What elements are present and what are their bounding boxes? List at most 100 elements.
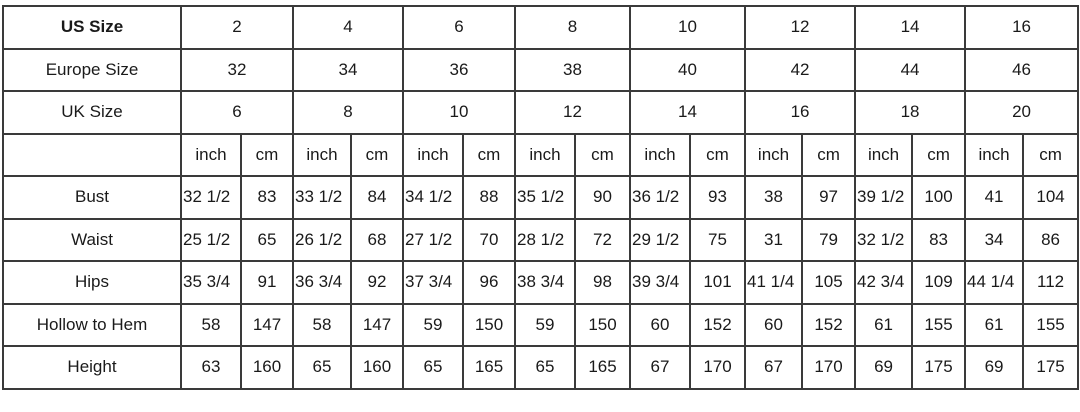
size-cell: 10 <box>402 90 516 135</box>
row-label: Hips <box>2 260 182 305</box>
cm-value: 72 <box>574 217 631 262</box>
inch-value: 65 <box>514 345 576 390</box>
cm-value: 175 <box>1022 345 1080 390</box>
inch-value: 44 1/4 <box>964 260 1025 305</box>
cm-value: 150 <box>462 302 516 347</box>
cm-value: 155 <box>1022 302 1080 347</box>
unit-cm-label: cm <box>574 132 631 177</box>
inch-value: 41 <box>964 175 1025 220</box>
unit-cm-label: cm <box>462 132 516 177</box>
size-cell: 8 <box>292 90 404 135</box>
cm-value: 170 <box>688 345 747 390</box>
cm-value: 84 <box>350 175 404 220</box>
inch-value: 34 <box>964 217 1025 262</box>
cm-value: 83 <box>911 217 967 262</box>
inch-value: 60 <box>744 302 804 347</box>
cm-value: 86 <box>1022 217 1080 262</box>
size-cell: 8 <box>514 5 631 50</box>
inch-value: 42 3/4 <box>854 260 914 305</box>
size-cell: 6 <box>402 5 516 50</box>
inch-value: 69 <box>964 345 1025 390</box>
size-cell: 18 <box>854 90 967 135</box>
inch-value: 33 1/2 <box>292 175 352 220</box>
size-chart-table: US Size 2 4 6 8 10 12 14 16 Europe Size 32 34 36 38 40… <box>2 5 1080 390</box>
cm-value: 93 <box>688 175 747 220</box>
size-cell: 14 <box>854 5 967 50</box>
unit-cm-label: cm <box>350 132 404 177</box>
row-label: US Size <box>2 5 182 50</box>
header-row: UK Size 6 8 10 12 14 16 18 20 <box>2 90 1080 135</box>
cm-value: 100 <box>911 175 967 220</box>
cm-value: 165 <box>574 345 631 390</box>
size-cell: 10 <box>628 5 747 50</box>
size-cell: 34 <box>292 47 404 92</box>
inch-value: 59 <box>402 302 464 347</box>
cm-value: 150 <box>574 302 631 347</box>
cm-value: 68 <box>350 217 404 262</box>
inch-value: 67 <box>744 345 804 390</box>
inch-value: 60 <box>629 302 691 347</box>
cm-value: 75 <box>688 217 747 262</box>
unit-inch-label: inch <box>629 132 691 177</box>
measurement-row: Hips 35 3/4 91 36 3/4 92 37 3/4 96 38 3/4 98 39 3… <box>2 260 1080 305</box>
measurement-row: Bust 32 1/2 83 33 1/2 84 34 1/2 88 35 1/2 90 36 1… <box>2 175 1080 220</box>
size-cell: 44 <box>854 47 967 92</box>
cm-value: 96 <box>462 260 516 305</box>
unit-inch-label: inch <box>514 132 576 177</box>
cm-value: 90 <box>574 175 631 220</box>
inch-value: 39 1/2 <box>854 175 914 220</box>
cm-value: 83 <box>240 175 294 220</box>
inch-value: 58 <box>180 302 242 347</box>
size-cell: 16 <box>744 90 857 135</box>
measurement-row: Height 63 160 65 160 65 165 65 165 67 170 67 170 69 17… <box>2 345 1080 390</box>
cm-value: 160 <box>240 345 294 390</box>
inch-value: 67 <box>629 345 691 390</box>
cm-value: 101 <box>688 260 747 305</box>
header-row: US Size 2 4 6 8 10 12 14 16 <box>2 5 1080 50</box>
inch-value: 59 <box>514 302 576 347</box>
row-label: Hollow to Hem <box>2 302 182 347</box>
inch-value: 35 1/2 <box>514 175 576 220</box>
inch-value: 41 1/4 <box>744 260 804 305</box>
cm-value: 98 <box>574 260 631 305</box>
inch-value: 32 1/2 <box>180 175 242 220</box>
unit-cm-label: cm <box>911 132 967 177</box>
size-cell: 38 <box>514 47 631 92</box>
row-label: UK Size <box>2 90 182 135</box>
size-cell: 32 <box>180 47 294 92</box>
inch-value: 63 <box>180 345 242 390</box>
inch-value: 26 1/2 <box>292 217 352 262</box>
inch-value: 36 1/2 <box>629 175 691 220</box>
unit-cm-label: cm <box>240 132 294 177</box>
header-row: Europe Size 32 34 36 38 40 42 44 46 <box>2 47 1080 92</box>
size-cell: 40 <box>628 47 747 92</box>
cm-value: 91 <box>240 260 294 305</box>
inch-value: 29 1/2 <box>629 217 691 262</box>
size-cell: 46 <box>964 47 1080 92</box>
inch-value: 39 3/4 <box>629 260 691 305</box>
inch-value: 69 <box>854 345 914 390</box>
row-label: Height <box>2 345 182 390</box>
inch-value: 34 1/2 <box>402 175 464 220</box>
inch-value: 25 1/2 <box>180 217 242 262</box>
inch-value: 65 <box>402 345 464 390</box>
inch-value: 38 3/4 <box>514 260 576 305</box>
unit-inch-label: inch <box>292 132 352 177</box>
inch-value: 61 <box>854 302 914 347</box>
inch-value: 35 3/4 <box>180 260 242 305</box>
cm-value: 155 <box>911 302 967 347</box>
inch-value: 36 3/4 <box>292 260 352 305</box>
cm-value: 112 <box>1022 260 1080 305</box>
cm-value: 147 <box>350 302 404 347</box>
inch-value: 65 <box>292 345 352 390</box>
inch-value: 31 <box>744 217 804 262</box>
size-cell: 42 <box>744 47 857 92</box>
size-cell: 16 <box>964 5 1080 50</box>
inch-value: 37 3/4 <box>402 260 464 305</box>
unit-inch-label: inch <box>854 132 914 177</box>
row-label: Bust <box>2 175 182 220</box>
size-cell: 20 <box>964 90 1080 135</box>
size-cell: 6 <box>180 90 294 135</box>
cm-value: 165 <box>462 345 516 390</box>
cm-value: 97 <box>801 175 857 220</box>
